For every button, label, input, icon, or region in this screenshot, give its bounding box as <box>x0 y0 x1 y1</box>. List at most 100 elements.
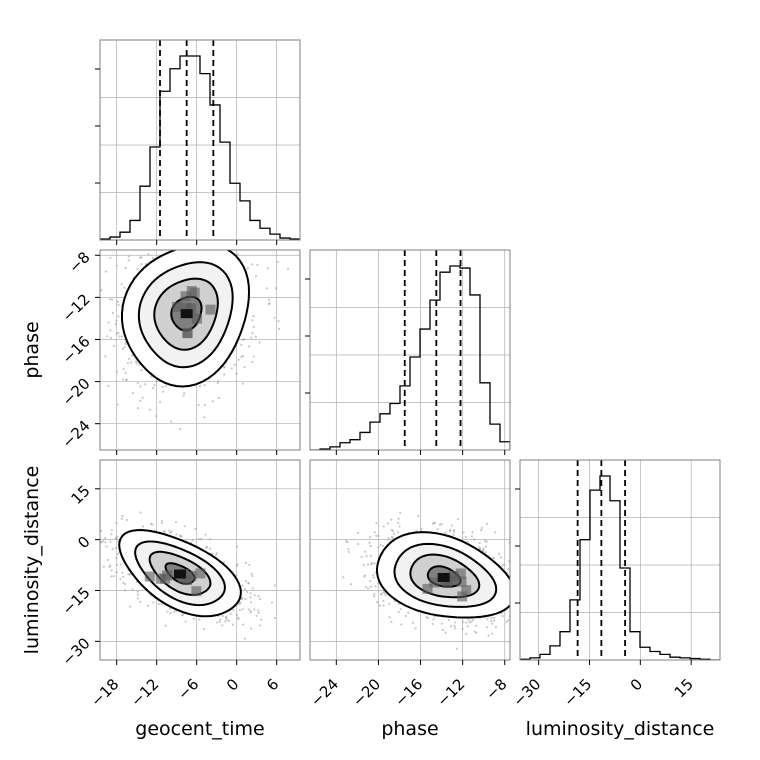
scatter-point <box>427 616 430 619</box>
scatter-point <box>249 596 252 599</box>
scatter-point <box>100 541 103 544</box>
scatter-point <box>250 242 252 244</box>
scatter-point <box>515 561 517 563</box>
density-peak <box>174 569 186 579</box>
scatter-point <box>116 552 119 556</box>
scatter-point <box>182 243 184 245</box>
scatter-point <box>485 626 489 629</box>
scatter-point <box>166 610 169 613</box>
scatter-point <box>388 616 391 619</box>
density-cell <box>191 586 202 597</box>
y-tick-label: 0 <box>74 533 93 552</box>
scatter-point <box>61 576 63 578</box>
scatter-point <box>387 537 390 540</box>
panel-frame <box>99 39 301 241</box>
scatter-point <box>420 527 423 530</box>
scatter-point <box>163 529 166 533</box>
scatter-point <box>490 620 493 623</box>
scatter-point <box>433 521 436 524</box>
scatter-point <box>182 234 184 236</box>
scatter-point <box>436 527 439 531</box>
scatter-point <box>274 287 278 290</box>
scatter-point <box>124 371 127 374</box>
scatter-point <box>223 373 226 376</box>
scatter-point <box>521 598 523 600</box>
scatter-point <box>124 267 127 270</box>
scatter-point <box>94 328 96 330</box>
scatter-point <box>400 623 403 626</box>
scatter-point <box>399 607 402 611</box>
scatter-point <box>484 545 488 548</box>
scatter-point <box>505 620 508 624</box>
scatter-point <box>107 384 110 387</box>
scatter-point <box>373 592 376 596</box>
scatter-point <box>153 384 156 387</box>
scatter-point <box>364 585 367 589</box>
scatter-point <box>141 242 143 244</box>
x-tick-label: −24 <box>307 675 342 710</box>
scatter-point <box>115 556 118 560</box>
y-tick-label: −8 <box>65 248 93 276</box>
scatter-point <box>117 331 120 334</box>
scatter-point <box>253 608 256 611</box>
scatter-point <box>390 620 393 624</box>
scatter-point <box>377 546 380 549</box>
scatter-point <box>515 618 517 620</box>
scatter-point <box>254 335 257 338</box>
scatter-point <box>122 575 125 578</box>
scatter-point <box>175 533 178 536</box>
scatter-point <box>357 542 360 546</box>
scatter-point <box>447 618 451 622</box>
scatter-point <box>141 525 145 528</box>
scatter-point <box>465 632 468 636</box>
scatter-point <box>523 588 525 590</box>
scatter-point <box>241 608 244 611</box>
scatter-point <box>515 634 517 636</box>
scatter-point <box>470 535 473 538</box>
scatter-point <box>480 529 483 532</box>
scatter-point <box>114 546 118 549</box>
scatter-point <box>193 233 195 235</box>
scatter-point <box>194 527 197 531</box>
scatter-point <box>252 355 255 358</box>
scatter-point <box>181 613 184 616</box>
scatter-point <box>366 563 370 566</box>
scatter-point <box>249 611 252 614</box>
x-tick-label: −6 <box>174 675 202 703</box>
scatter-point <box>485 540 488 543</box>
scatter-point <box>82 553 84 555</box>
scatter-point <box>181 231 183 233</box>
scatter-point <box>170 530 173 533</box>
scatter-point <box>247 608 250 611</box>
scatter-point <box>374 585 377 588</box>
density-cell <box>160 573 171 584</box>
scatter-point <box>237 617 240 621</box>
scatter-point <box>241 382 244 385</box>
scatter-point <box>478 541 481 545</box>
scatter-point <box>379 543 382 546</box>
scatter-point <box>433 615 436 618</box>
scatter-point <box>482 547 485 550</box>
scatter-point <box>441 628 445 632</box>
scatter-point <box>109 256 112 259</box>
scatter-point <box>157 602 161 606</box>
scatter-point <box>235 545 239 548</box>
scatter-point <box>258 341 261 344</box>
scatter-point <box>453 624 456 628</box>
scatter-point <box>100 530 103 533</box>
y-axis-title-phase: phase <box>21 321 43 378</box>
scatter-point <box>407 611 410 614</box>
scatter-point <box>148 408 152 411</box>
scatter-point <box>425 616 428 619</box>
scatter-point <box>525 622 527 624</box>
scatter-point <box>249 592 252 595</box>
scatter-point <box>243 587 246 591</box>
scatter-point <box>452 533 455 536</box>
scatter-point <box>431 622 434 626</box>
scatter-point <box>183 391 186 395</box>
scatter-point <box>100 289 103 292</box>
scatter-point <box>104 270 107 273</box>
scatter-point <box>104 355 107 358</box>
scatter-point <box>108 565 111 568</box>
scatter-point <box>140 369 143 372</box>
